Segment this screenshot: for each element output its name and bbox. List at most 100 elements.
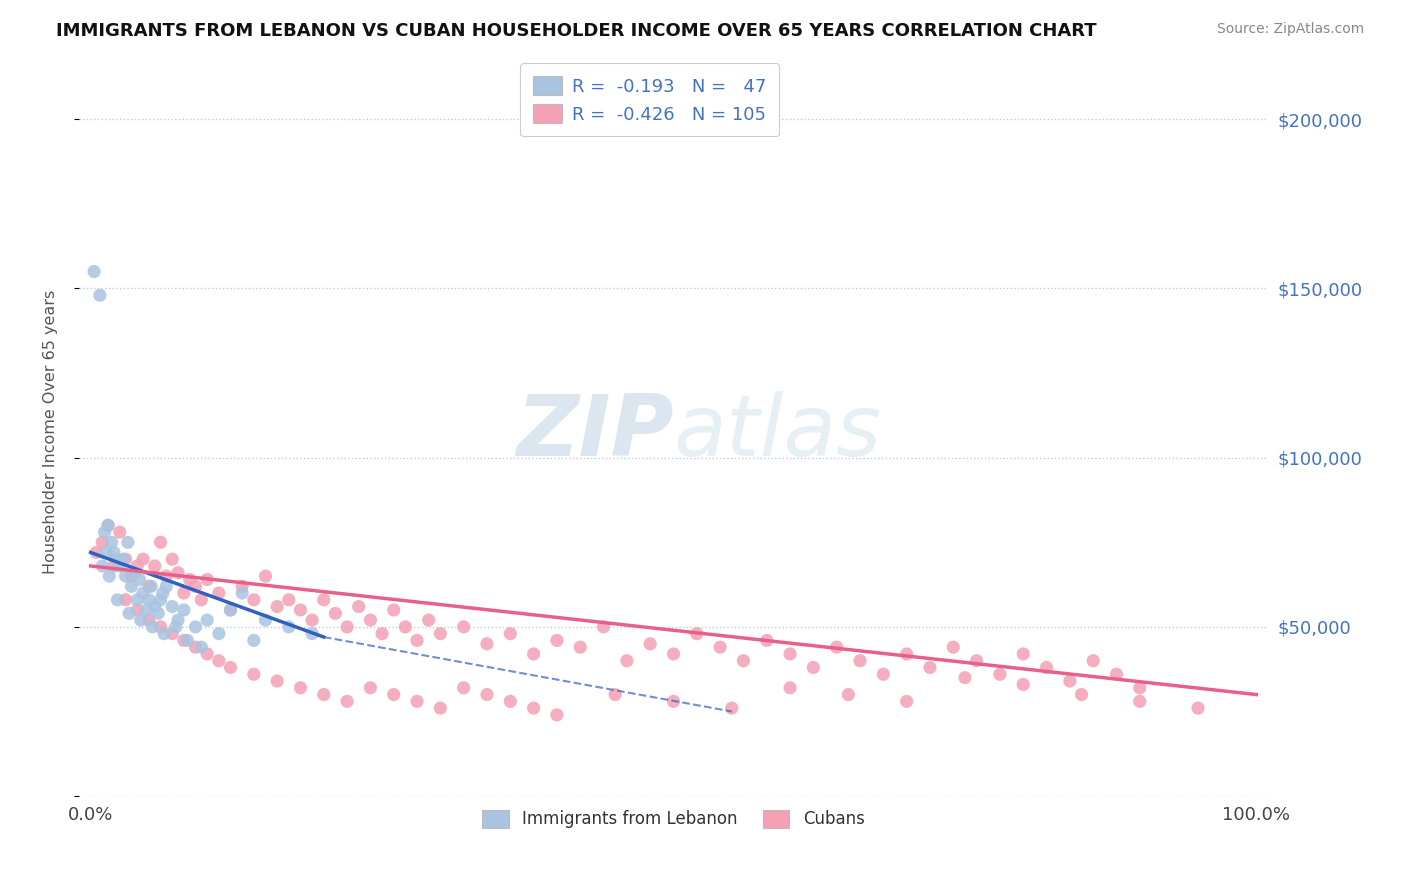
Point <box>231 579 253 593</box>
Point <box>394 620 416 634</box>
Point <box>918 660 941 674</box>
Point <box>988 667 1011 681</box>
Point <box>118 607 141 621</box>
Y-axis label: Householder Income Over 65 years: Householder Income Over 65 years <box>44 290 58 574</box>
Point <box>277 592 299 607</box>
Point <box>1012 677 1035 691</box>
Point <box>155 579 177 593</box>
Point <box>371 626 394 640</box>
Point <box>114 569 136 583</box>
Point <box>301 613 323 627</box>
Point <box>347 599 370 614</box>
Point <box>184 620 207 634</box>
Point <box>160 552 183 566</box>
Point <box>127 603 149 617</box>
Point <box>1083 654 1105 668</box>
Legend: Immigrants from Lebanon, Cubans: Immigrants from Lebanon, Cubans <box>475 803 872 835</box>
Point <box>616 654 638 668</box>
Point <box>966 654 988 668</box>
Point <box>523 701 546 715</box>
Point <box>1012 647 1035 661</box>
Point <box>128 573 150 587</box>
Point <box>108 525 131 540</box>
Point <box>219 603 242 617</box>
Point <box>127 592 149 607</box>
Point <box>155 569 177 583</box>
Point <box>1059 673 1081 688</box>
Point <box>124 566 146 580</box>
Point <box>266 673 288 688</box>
Point <box>779 647 801 661</box>
Point <box>243 667 266 681</box>
Point <box>132 552 155 566</box>
Point <box>499 694 522 708</box>
Point <box>336 620 359 634</box>
Point <box>86 545 108 559</box>
Point <box>406 694 429 708</box>
Point <box>105 552 128 566</box>
Point <box>825 640 848 655</box>
Point <box>662 694 685 708</box>
Point <box>709 640 731 655</box>
Point <box>108 558 131 573</box>
Point <box>114 552 136 566</box>
Point <box>141 579 163 593</box>
Point <box>546 633 568 648</box>
Point <box>190 592 212 607</box>
Point <box>475 688 498 702</box>
Point <box>429 701 451 715</box>
Point <box>243 633 266 648</box>
Point <box>138 579 160 593</box>
Point <box>152 586 174 600</box>
Point <box>219 603 242 617</box>
Point <box>153 626 176 640</box>
Point <box>1105 667 1128 681</box>
Point <box>849 654 872 668</box>
Point <box>117 535 139 549</box>
Point <box>148 607 170 621</box>
Point <box>149 535 172 549</box>
Point <box>91 535 114 549</box>
Point <box>312 592 335 607</box>
Point <box>120 579 142 593</box>
Point <box>453 620 475 634</box>
Point <box>165 620 187 634</box>
Point <box>190 640 212 655</box>
Point <box>382 688 405 702</box>
Point <box>382 603 405 617</box>
Point <box>254 613 277 627</box>
Point <box>141 620 163 634</box>
Point <box>1187 701 1209 715</box>
Point <box>112 552 135 566</box>
Point <box>173 586 195 600</box>
Point <box>143 558 166 573</box>
Point <box>953 671 976 685</box>
Point <box>160 626 183 640</box>
Point <box>605 688 627 702</box>
Point <box>184 579 207 593</box>
Point <box>167 613 190 627</box>
Point <box>359 681 381 695</box>
Point <box>243 592 266 607</box>
Text: Source: ZipAtlas.com: Source: ZipAtlas.com <box>1216 22 1364 37</box>
Point <box>103 558 125 573</box>
Point <box>173 603 195 617</box>
Point <box>173 633 195 648</box>
Point <box>686 626 709 640</box>
Point <box>254 569 277 583</box>
Point <box>120 569 142 583</box>
Point <box>149 620 172 634</box>
Point <box>83 264 105 278</box>
Point <box>167 566 190 580</box>
Point <box>896 647 918 661</box>
Point <box>127 558 149 573</box>
Point <box>143 599 166 614</box>
Point <box>138 613 160 627</box>
Point <box>662 647 685 661</box>
Point <box>523 647 546 661</box>
Point <box>1070 688 1092 702</box>
Point <box>277 620 299 634</box>
Point <box>91 558 114 573</box>
Point <box>733 654 755 668</box>
Point <box>135 603 157 617</box>
